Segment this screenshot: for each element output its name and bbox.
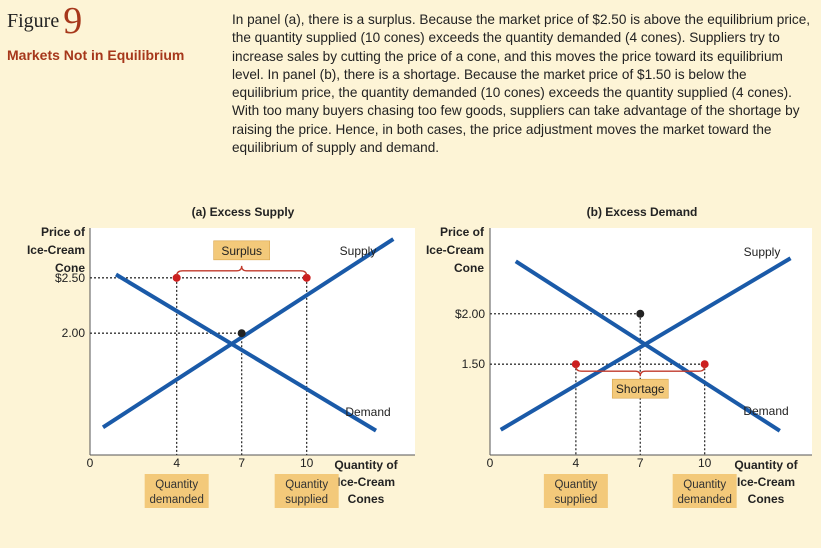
y-axis-label-1-0: Price of [440,225,485,239]
x-tick-1-3: 10 [698,456,712,470]
figure-title: Markets Not in Equilibrium [7,47,185,63]
supply-label-1: Supply [744,245,781,259]
qty-box-text-1-0-1: supplied [554,494,597,506]
qty-box-0-1 [274,474,339,508]
x-tick-0-2: 7 [238,456,245,470]
x-axis-label-1-2: Cones [748,492,785,506]
market-point-1-1 [700,360,709,369]
market-point-1-0 [571,360,580,369]
x-tick-1-1: 4 [573,456,580,470]
equilibrium-point-1 [636,309,645,318]
y-axis-label-0-1: Ice-Cream [27,243,85,257]
x-axis-label-1-0: Quantity of [734,458,798,472]
qty-box-1-1 [672,474,737,508]
y-axis-label-0-0: Price of [41,225,86,239]
gap-label-1: Shortage [616,382,665,396]
equilibrium-point-0 [237,329,246,338]
x-axis-label-0-0: Quantity of [334,458,398,472]
demand-label-0: Demand [345,405,390,419]
x-tick-0-3: 10 [300,456,314,470]
x-axis-label-0-1: Ice-Cream [337,475,395,489]
demand-curve-0 [114,272,378,433]
market-point-0-1 [302,273,311,282]
qty-box-text-1-1-1: demanded [677,494,731,506]
x-tick-0-1: 4 [173,456,180,470]
demand-label-1: Demand [743,404,788,418]
market-point-0-0 [172,273,181,282]
qty-box-text-0-1-0: Quantity [285,479,328,491]
plot-area-0 [90,228,415,455]
qty-box-text-0-0-1: demanded [149,494,203,506]
qty-box-text-0-0-0: Quantity [155,479,198,491]
qty-box-1-0 [543,474,608,508]
qty-box-text-0-1-1: supplied [285,494,328,506]
y-tick-0-1: 2.00 [62,326,86,340]
chart-title-0: (a) Excess Supply [192,205,295,219]
x-tick-1-0: 0 [487,456,494,470]
qty-box-text-1-0-0: Quantity [554,479,597,491]
figure-label: Figure 9 [7,2,82,40]
gap-label-0: Surplus [221,244,262,258]
demand-curve-1 [514,259,781,433]
y-tick-1-1: 1.50 [462,357,486,371]
y-tick-1-0: $2.00 [455,307,485,321]
supply-curve-0 [101,237,395,429]
qty-box-0-0 [144,474,209,508]
figure-caption: In panel (a), there is a surplus. Becaus… [232,12,811,156]
y-tick-0-0: $2.50 [55,271,85,285]
figure-word: Figure [7,10,60,32]
x-axis-label-1-1: Ice-Cream [737,475,795,489]
supply-label-0: Supply [340,244,377,258]
gap-label-box-1 [611,378,669,399]
gap-bracket-1 [575,366,706,377]
qty-box-text-1-1-0: Quantity [683,479,726,491]
figure-number: 9 [63,0,83,42]
x-tick-1-2: 7 [637,456,644,470]
chart-title-1: (b) Excess Demand [587,205,698,219]
y-axis-label-1-2: Cone [454,261,484,275]
x-axis-label-0-2: Cones [348,492,385,506]
gap-label-box-0 [213,240,270,261]
y-axis-label-1-1: Ice-Cream [426,243,484,257]
x-tick-0-0: 0 [87,456,94,470]
y-axis-label-0-2: Cone [55,261,85,275]
